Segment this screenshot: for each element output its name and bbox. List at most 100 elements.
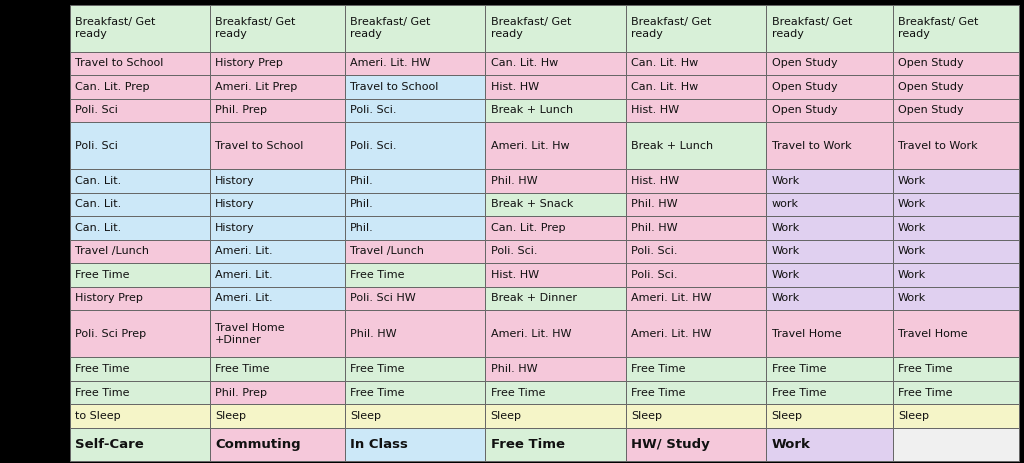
Text: Free Time: Free Time [350,270,404,280]
Bar [893,216,1019,240]
Text: Free Time: Free Time [75,270,129,280]
Bar [70,169,210,193]
Text: Work: Work [771,294,800,303]
Bar [766,381,893,404]
Text: Poli. Sci: Poli. Sci [75,106,118,115]
Text: Hist. HW: Hist. HW [631,106,679,115]
Bar [893,169,1019,193]
Bar [345,310,485,357]
Text: Poli. Sci.: Poli. Sci. [350,141,396,150]
Bar [766,263,893,287]
Text: Sleep: Sleep [898,411,929,421]
Text: Hist. HW: Hist. HW [490,270,539,280]
Bar [766,428,893,461]
Text: Work: Work [898,246,926,257]
Text: Sleep: Sleep [771,411,803,421]
Bar [893,99,1019,122]
Text: Travel /Lunch: Travel /Lunch [75,246,148,257]
Bar [210,404,345,428]
Bar [210,193,345,216]
Text: Break + Dinner: Break + Dinner [490,294,577,303]
Bar [70,404,210,428]
Bar [766,193,893,216]
Text: Open Study: Open Study [771,58,838,69]
Text: Ameri. Lit. HW: Ameri. Lit. HW [350,58,430,69]
Bar [70,357,210,381]
Text: Free Time: Free Time [771,388,826,398]
Bar [626,404,766,428]
Bar [70,428,210,461]
Text: Work: Work [771,438,810,450]
Text: Phil. Prep: Phil. Prep [215,388,267,398]
Bar [766,357,893,381]
Text: Poli. Sci.: Poli. Sci. [631,270,678,280]
Text: Free Time: Free Time [350,388,404,398]
Bar [70,99,210,122]
Bar [345,381,485,404]
Text: Phil.: Phil. [350,223,374,233]
Text: Can. Lit. Hw: Can. Lit. Hw [631,58,698,69]
Text: Ameri. Lit.: Ameri. Lit. [215,246,272,257]
Text: Breakfast/ Get
ready: Breakfast/ Get ready [75,17,155,39]
Text: Free Time: Free Time [898,364,952,374]
Text: Work: Work [898,270,926,280]
Text: Phil. HW: Phil. HW [631,223,678,233]
Bar [626,428,766,461]
Text: Travel Home: Travel Home [898,329,968,339]
Bar [485,263,626,287]
Bar [345,287,485,310]
Bar [485,99,626,122]
Text: Poli. Sci Prep: Poli. Sci Prep [75,329,145,339]
Bar [210,287,345,310]
Text: Can. Lit.: Can. Lit. [75,176,121,186]
Text: Ameri. Lit. HW: Ameri. Lit. HW [631,294,712,303]
Bar [893,310,1019,357]
Text: Work: Work [771,270,800,280]
Bar [766,99,893,122]
Text: Poli. Sci HW: Poli. Sci HW [350,294,416,303]
Bar [345,428,485,461]
Bar [626,193,766,216]
Text: Phil. HW: Phil. HW [490,176,538,186]
Bar [485,404,626,428]
Bar [485,240,626,263]
Text: Self-Care: Self-Care [75,438,143,450]
Bar [893,52,1019,75]
Bar [766,216,893,240]
Bar [70,381,210,404]
Bar [626,240,766,263]
Text: Break + Snack: Break + Snack [490,200,572,209]
Text: to Sleep: to Sleep [75,411,121,421]
Text: Work: Work [898,223,926,233]
Bar [893,5,1019,52]
Bar [345,169,485,193]
Text: Free Time: Free Time [490,388,545,398]
Bar [210,169,345,193]
Bar [345,216,485,240]
Text: Hist. HW: Hist. HW [631,176,679,186]
Bar [210,122,345,169]
Text: Free Time: Free Time [490,438,564,450]
Text: Poli. Sci.: Poli. Sci. [350,106,396,115]
Bar [626,169,766,193]
Bar [766,5,893,52]
Bar [345,75,485,99]
Text: Sleep: Sleep [631,411,662,421]
Bar [345,357,485,381]
Bar [893,193,1019,216]
Text: Work: Work [771,246,800,257]
Bar [485,122,626,169]
Text: Open Study: Open Study [898,106,964,115]
Bar [70,122,210,169]
Bar [893,240,1019,263]
Bar [893,357,1019,381]
Text: Work: Work [898,294,926,303]
Text: Free Time: Free Time [75,388,129,398]
Bar [893,75,1019,99]
Text: Can. Lit.: Can. Lit. [75,223,121,233]
Bar [766,75,893,99]
Text: Hist. HW: Hist. HW [490,82,539,92]
Bar [485,287,626,310]
Text: Commuting: Commuting [215,438,301,450]
Bar [70,216,210,240]
